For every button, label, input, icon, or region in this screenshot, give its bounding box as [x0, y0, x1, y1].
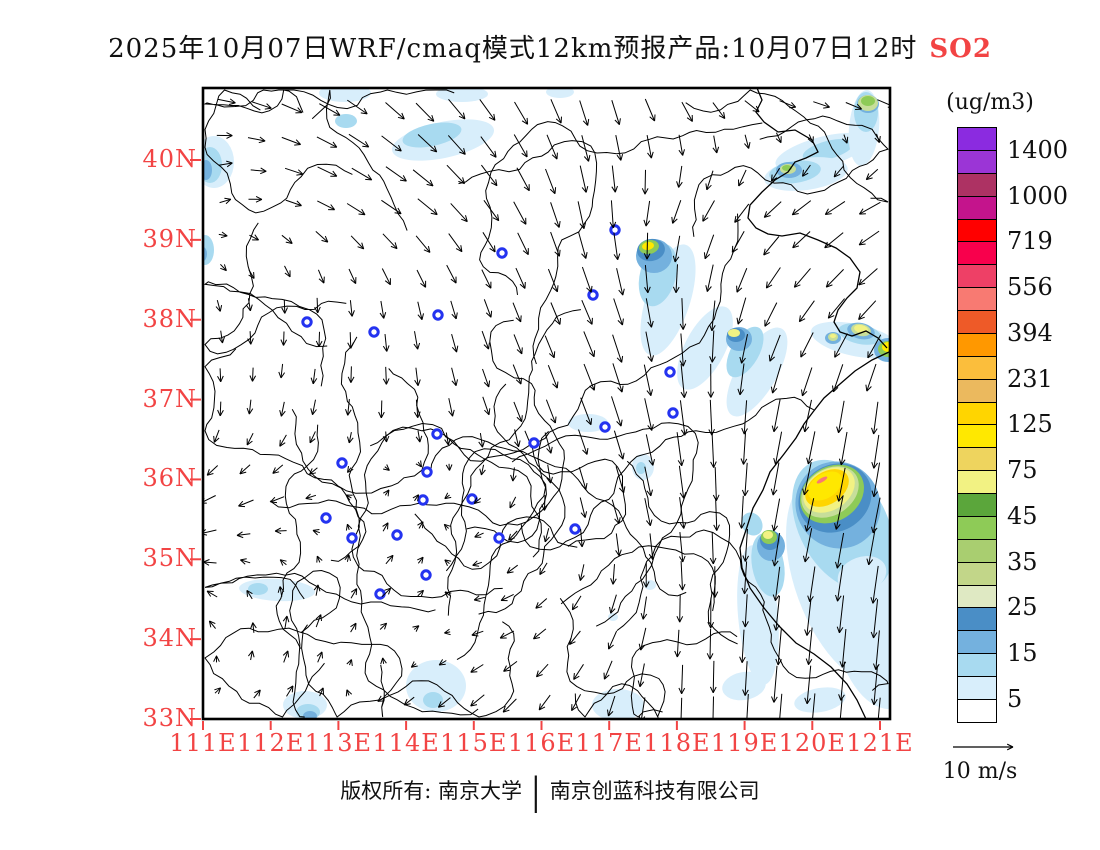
- colorbar-cell: [957, 401, 997, 426]
- lat-axis-label: 34N: [142, 624, 197, 653]
- colorbar-cell: [957, 447, 997, 472]
- colorbar-tick-label: 231: [1007, 364, 1053, 393]
- colorbar-tick-label: 45: [1007, 501, 1038, 530]
- colorbar-cell: [957, 630, 997, 655]
- lon-axis-label: 112E: [237, 729, 305, 757]
- colorbar-tick-label: 35: [1007, 547, 1038, 576]
- lat-axis-label: 35N: [142, 544, 197, 573]
- colorbar-tick-label: 1400: [1007, 135, 1069, 164]
- lat-axis-label: 37N: [142, 384, 197, 413]
- colorbar-cell: [957, 424, 997, 449]
- lon-axis-label: 113E: [304, 729, 373, 757]
- wind-scale-label: 10 m/s: [942, 759, 1018, 784]
- lat-axis-label: 38N: [142, 304, 197, 333]
- colorbar-cell: [957, 241, 997, 266]
- colorbar-cell: [957, 378, 997, 403]
- so2-patches: [203, 88, 890, 719]
- colorbar-cell: [957, 584, 997, 609]
- colorbar-tick-label: 15: [1007, 639, 1038, 668]
- colorbar-cell: [957, 127, 997, 151]
- colorbar-cell: [957, 195, 997, 220]
- lon-axis-label: 111E: [169, 729, 237, 757]
- forecast-title: 2025年10月07日WRF/cmaq模式12km预报产品:10月07日12时 S…: [0, 28, 1100, 65]
- lat-axis-label: 36N: [142, 464, 197, 493]
- city-markers: [301, 224, 679, 600]
- colorbar-tick-label: 125: [1007, 410, 1053, 439]
- colorbar-cell: [957, 676, 997, 700]
- colorbar-cell: [957, 561, 997, 586]
- copyright-text: 版权所有: 南京大学 | 南京创蓝科技有限公司: [0, 768, 1100, 813]
- colorbar-cell: [957, 355, 997, 380]
- colorbar-cell: [957, 218, 997, 243]
- lat-axis-label: 33N: [142, 704, 197, 732]
- colorbar-tick-label: 75: [1007, 456, 1038, 485]
- colorbar-cell: [957, 653, 997, 678]
- colorbar-tick-label: 719: [1007, 227, 1053, 256]
- colorbar-cell: [957, 470, 997, 495]
- colorbar-cell: [957, 493, 997, 517]
- lon-axis-label: 115E: [440, 729, 508, 757]
- colorbar-cell: [957, 538, 997, 563]
- unit-label: (ug/m3): [946, 90, 1034, 115]
- lon-axis-label: 116E: [507, 729, 576, 757]
- colorbar-cell: [957, 149, 997, 174]
- colorbar-cell: [957, 699, 997, 723]
- lon-axis-label: 118E: [643, 729, 711, 757]
- colorbar-tick-label: 25: [1007, 593, 1038, 622]
- lat-axis-label: 40N: [142, 145, 197, 173]
- colorbar-tick-label: 394: [1007, 318, 1053, 347]
- colorbar-cell: [957, 310, 997, 334]
- lon-axis-label: 117E: [575, 729, 643, 757]
- map-border: [201, 86, 892, 721]
- lon-axis-label: 119E: [710, 729, 779, 757]
- wind-scale-arrow: [953, 743, 1014, 751]
- lon-axis-label: 121E: [846, 729, 914, 757]
- lat-axis-label: 39N: [142, 224, 197, 253]
- admin-boundaries: [203, 89, 889, 719]
- copyright-right: 南京创蓝科技有限公司: [549, 779, 760, 803]
- copyright-separator: |: [532, 768, 540, 813]
- colorbar-tick-label: 556: [1007, 273, 1053, 302]
- lon-axis-label: 120E: [778, 729, 846, 757]
- colorbar-cell: [957, 287, 997, 312]
- coastline: [739, 88, 890, 719]
- colorbar-cell: [957, 264, 997, 289]
- colorbar-tick-label: 5: [1007, 685, 1023, 713]
- species-label: SO2: [929, 34, 992, 64]
- copyright-left: 版权所有: 南京大学: [340, 779, 523, 803]
- colorbar-cell: [957, 172, 997, 197]
- lon-axis-label: 114E: [372, 729, 440, 757]
- axis-ticks: [190, 159, 881, 730]
- colorbar-tick-label: 1000: [1007, 181, 1069, 210]
- colorbar-cell: [957, 332, 997, 357]
- colorbar-cell: [957, 607, 997, 632]
- colorbar-cell: [957, 515, 997, 540]
- wind-vectors: [203, 98, 890, 719]
- forecast-title-text: 2025年10月07日WRF/cmaq模式12km预报产品:10月07日12时: [108, 34, 918, 64]
